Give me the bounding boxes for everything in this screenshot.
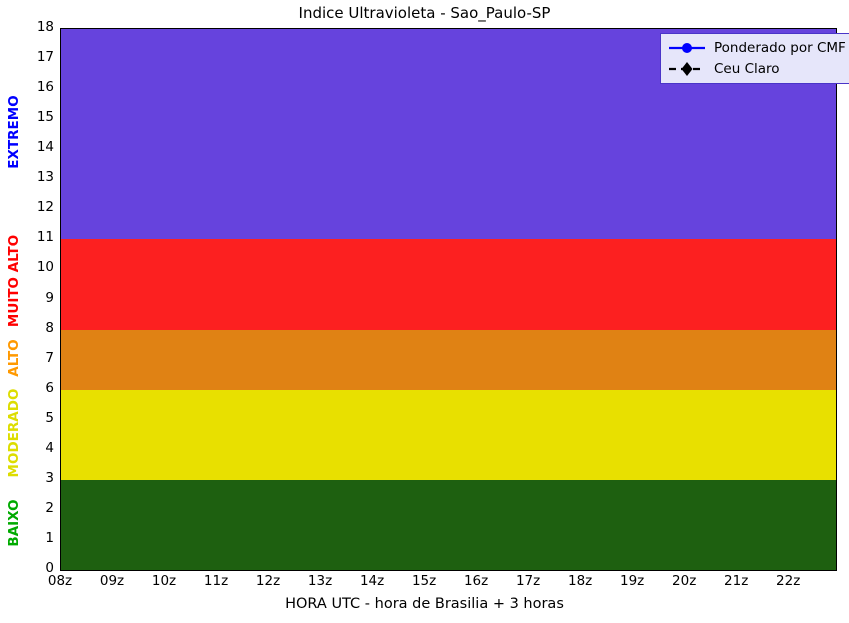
y-tick-5: 5 xyxy=(45,409,54,426)
y-tick-4: 4 xyxy=(45,439,54,456)
y-tick-12: 12 xyxy=(36,199,54,216)
uv-category-label-baixo: BAIXO xyxy=(6,499,22,547)
uv-band-baixo xyxy=(61,479,836,570)
y-tick-3: 3 xyxy=(45,469,54,486)
legend-item-ponderado[interactable]: Ponderado por CMF xyxy=(667,37,846,58)
x-tick-12z: 12z xyxy=(255,573,281,589)
x-tick-20z: 20z xyxy=(672,573,697,589)
x-tick-17z: 17z xyxy=(515,573,541,589)
x-tick-15z: 15z xyxy=(411,573,437,589)
x-axis-label: HORA UTC - hora de Brasilia + 3 horas xyxy=(285,596,564,612)
x-tick-16z: 16z xyxy=(463,573,489,589)
x-tick-08z: 08z xyxy=(47,573,73,589)
x-tick-22z: 22z xyxy=(776,573,801,589)
uv-band-moderado xyxy=(61,389,836,480)
x-tick-10z: 10z xyxy=(151,573,177,589)
legend-label-ponderado: Ponderado por CMF xyxy=(714,39,846,56)
x-tick-09z: 09z xyxy=(99,573,125,589)
y-tick-15: 15 xyxy=(36,109,54,126)
uv-category-label-extremo: EXTREMO xyxy=(6,95,22,169)
y-tick-6: 6 xyxy=(45,379,54,396)
y-tick-7: 7 xyxy=(45,349,54,366)
legend-marker-diamond-icon xyxy=(669,61,705,76)
x-tick-19z: 19z xyxy=(620,573,645,589)
uv-band-alto xyxy=(61,329,836,390)
y-tick-0: 0 xyxy=(45,560,54,576)
legend-item-ceu-claro[interactable]: Ceu Claro xyxy=(667,58,846,79)
y-tick-2: 2 xyxy=(45,499,54,516)
legend-label-ceu-claro: Ceu Claro xyxy=(714,60,780,77)
uv-category-label-moderado: MODERADO xyxy=(6,388,22,478)
y-tick-17: 17 xyxy=(36,49,54,66)
uv-category-label-muito-alto: MUITO ALTO xyxy=(6,235,22,328)
y-category-labels: BAIXO MODERADO ALTO MUITO ALTO EXTREMO xyxy=(0,0,30,623)
y-tick-9: 9 xyxy=(45,289,54,306)
uv-category-label-alto: ALTO xyxy=(6,338,23,377)
y-tick-16: 16 xyxy=(36,79,54,96)
x-tick-14z: 14z xyxy=(359,573,385,589)
x-tick-13z: 13z xyxy=(307,573,333,589)
chart-title: Indice Ultravioleta - Sao_Paulo-SP xyxy=(298,4,551,22)
chart-legend[interactable]: Ponderado por CMF Ceu Claro xyxy=(660,33,849,84)
y-tick-11: 11 xyxy=(36,229,54,246)
uv-band-muito-alto xyxy=(61,239,836,330)
y-tick-10: 10 xyxy=(36,259,54,276)
y-tick-1: 1 xyxy=(45,529,54,546)
legend-marker-circle-icon xyxy=(669,42,705,53)
plot-area xyxy=(60,28,837,571)
x-tick-21z: 21z xyxy=(724,573,749,589)
y-tick-13: 13 xyxy=(36,169,54,186)
y-tick-14: 14 xyxy=(36,139,54,156)
x-tick-18z: 18z xyxy=(567,573,593,589)
x-tick-11z: 11z xyxy=(203,573,229,589)
y-tick-18: 18 xyxy=(36,19,54,35)
y-tick-8: 8 xyxy=(45,319,54,336)
